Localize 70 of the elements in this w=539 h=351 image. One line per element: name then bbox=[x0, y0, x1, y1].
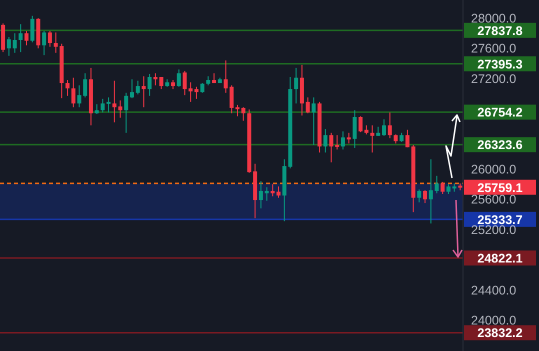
candlestick bbox=[370, 124, 374, 153]
candlestick bbox=[276, 186, 281, 198]
ref-line-label: 27395.3 bbox=[477, 57, 523, 72]
candlestick bbox=[18, 24, 23, 53]
candlestick bbox=[106, 96, 111, 113]
candlestick bbox=[358, 116, 363, 133]
candlestick bbox=[388, 112, 392, 139]
candlestick bbox=[94, 104, 99, 114]
text: 25759.1 bbox=[477, 180, 523, 195]
candlestick bbox=[434, 175, 439, 194]
candlestick bbox=[440, 181, 445, 194]
candlestick bbox=[112, 80, 116, 123]
candlestick bbox=[200, 82, 204, 94]
candlestick bbox=[142, 76, 146, 108]
candlestick bbox=[340, 130, 345, 150]
ref-line-label: 27837.8 bbox=[477, 24, 523, 38]
candlestick bbox=[258, 180, 263, 209]
ref-line-label: 23832.2 bbox=[477, 326, 523, 340]
candlestick bbox=[394, 134, 398, 144]
candlestick bbox=[176, 68, 181, 88]
candlestick bbox=[171, 80, 176, 90]
candlestick bbox=[182, 70, 187, 96]
candlestick bbox=[352, 110, 357, 148]
candlestick bbox=[153, 72, 158, 86]
ref-line-label: 26754.2 bbox=[477, 106, 523, 120]
candlestick bbox=[382, 118, 386, 136]
y-tick-label: 27200.0 bbox=[471, 72, 516, 86]
candlestick bbox=[188, 82, 193, 102]
candlestick bbox=[12, 32, 17, 54]
candlestick bbox=[446, 184, 450, 194]
candlestick bbox=[42, 30, 46, 56]
ref-line-label: 24822.1 bbox=[477, 251, 523, 266]
candlestick bbox=[241, 106, 246, 122]
candlestick bbox=[294, 67, 298, 104]
candlestick bbox=[306, 96, 310, 114]
candlestick bbox=[194, 86, 198, 100]
candlestick bbox=[148, 73, 152, 96]
candlestick bbox=[400, 132, 404, 142]
candlestick bbox=[364, 124, 368, 135]
y-tick-label: 25600.0 bbox=[471, 192, 516, 207]
y-tick-label: 28000.0 bbox=[471, 12, 516, 26]
y-tick-label: 27600.0 bbox=[471, 42, 516, 56]
candlestick bbox=[100, 98, 105, 113]
candlestick bbox=[6, 36, 11, 56]
ref-line-label: 26323.6 bbox=[477, 138, 523, 152]
candlestick bbox=[24, 30, 28, 46]
candlestick bbox=[235, 104, 240, 117]
candlestick bbox=[428, 158, 433, 224]
y-tick-label: 24400.0 bbox=[471, 283, 516, 298]
candlestick bbox=[405, 129, 410, 148]
candlestick bbox=[124, 92, 128, 134]
candlestick bbox=[66, 80, 70, 96]
candlestick bbox=[48, 30, 52, 48]
candlestick bbox=[30, 15, 34, 43]
candlestick bbox=[159, 76, 164, 90]
candlestick bbox=[312, 96, 316, 146]
candlestick bbox=[77, 84, 82, 108]
candlestick bbox=[346, 132, 351, 144]
candlestick bbox=[71, 77, 76, 108]
candlestick bbox=[118, 100, 122, 118]
candlestick bbox=[323, 128, 328, 153]
candlestick bbox=[423, 190, 428, 204]
y-tick-label: 26000.0 bbox=[471, 162, 516, 177]
candlestick bbox=[83, 72, 88, 98]
candlestick bbox=[206, 76, 210, 86]
candlestick bbox=[136, 80, 140, 95]
candlestick bbox=[130, 78, 134, 99]
y-tick-label: 24000.0 bbox=[471, 313, 516, 328]
candlestick bbox=[376, 126, 380, 136]
candlestick bbox=[417, 188, 422, 203]
